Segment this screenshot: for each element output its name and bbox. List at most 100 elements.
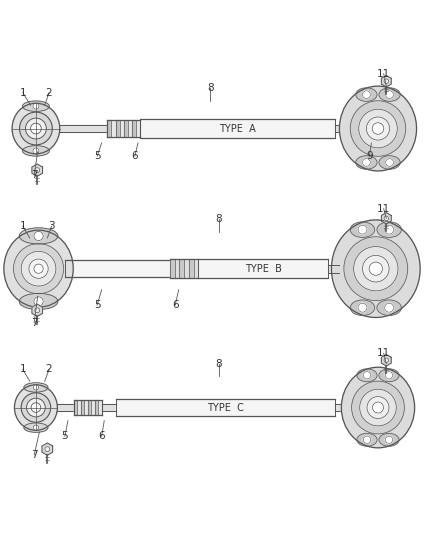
Ellipse shape — [24, 383, 48, 392]
Text: 7: 7 — [31, 318, 38, 328]
Ellipse shape — [379, 156, 400, 169]
Circle shape — [33, 148, 39, 154]
FancyBboxPatch shape — [95, 400, 99, 415]
FancyBboxPatch shape — [128, 120, 132, 137]
Ellipse shape — [377, 222, 401, 237]
Ellipse shape — [19, 293, 58, 310]
FancyBboxPatch shape — [184, 260, 189, 278]
Ellipse shape — [22, 101, 49, 111]
FancyBboxPatch shape — [102, 404, 116, 411]
Text: 11: 11 — [377, 69, 390, 79]
Circle shape — [367, 117, 389, 140]
Circle shape — [372, 402, 384, 413]
Ellipse shape — [339, 86, 417, 171]
Circle shape — [34, 297, 43, 306]
FancyBboxPatch shape — [180, 260, 184, 278]
Text: 2: 2 — [46, 365, 53, 374]
FancyBboxPatch shape — [120, 120, 124, 137]
FancyBboxPatch shape — [175, 260, 180, 278]
Circle shape — [21, 252, 56, 286]
Text: TYPE  B: TYPE B — [244, 264, 282, 273]
Circle shape — [367, 397, 389, 418]
Ellipse shape — [379, 369, 399, 382]
Text: 6: 6 — [98, 431, 105, 441]
Circle shape — [35, 168, 40, 173]
Circle shape — [385, 303, 393, 312]
Circle shape — [385, 225, 393, 234]
Polygon shape — [32, 164, 42, 176]
Text: 11: 11 — [377, 204, 390, 214]
Ellipse shape — [357, 369, 377, 382]
Circle shape — [363, 159, 370, 166]
Circle shape — [385, 436, 392, 443]
Text: 1: 1 — [19, 87, 26, 98]
Circle shape — [360, 389, 396, 426]
FancyBboxPatch shape — [57, 404, 74, 411]
FancyBboxPatch shape — [88, 400, 92, 415]
FancyBboxPatch shape — [111, 120, 116, 137]
FancyBboxPatch shape — [124, 120, 128, 137]
Text: 1: 1 — [19, 365, 26, 374]
Circle shape — [369, 262, 382, 276]
Ellipse shape — [379, 88, 400, 101]
Circle shape — [364, 436, 371, 443]
FancyBboxPatch shape — [92, 400, 95, 415]
Circle shape — [363, 91, 370, 99]
Circle shape — [384, 358, 389, 362]
Text: 9: 9 — [366, 151, 373, 161]
Polygon shape — [32, 304, 42, 317]
FancyBboxPatch shape — [328, 265, 339, 273]
FancyBboxPatch shape — [116, 399, 335, 416]
Text: 5: 5 — [94, 300, 101, 310]
Ellipse shape — [332, 220, 420, 318]
Circle shape — [363, 255, 389, 282]
Text: 8: 8 — [215, 359, 223, 369]
Ellipse shape — [24, 423, 48, 432]
Circle shape — [384, 216, 389, 221]
FancyBboxPatch shape — [59, 125, 107, 132]
Circle shape — [358, 225, 367, 234]
Ellipse shape — [14, 385, 57, 430]
FancyBboxPatch shape — [194, 260, 198, 278]
Ellipse shape — [356, 88, 377, 101]
Ellipse shape — [356, 156, 377, 169]
Circle shape — [27, 398, 45, 417]
FancyBboxPatch shape — [116, 120, 120, 137]
Ellipse shape — [350, 300, 374, 316]
Circle shape — [21, 393, 51, 422]
Circle shape — [385, 372, 392, 379]
Circle shape — [31, 403, 41, 413]
Polygon shape — [42, 443, 53, 455]
Text: 1: 1 — [19, 221, 26, 231]
FancyBboxPatch shape — [132, 120, 136, 137]
Text: TYPE  C: TYPE C — [207, 402, 244, 413]
Circle shape — [31, 123, 41, 134]
Circle shape — [384, 79, 389, 84]
Text: 3: 3 — [48, 221, 55, 231]
Circle shape — [34, 231, 43, 240]
Circle shape — [350, 101, 406, 156]
Ellipse shape — [22, 146, 49, 156]
FancyBboxPatch shape — [170, 260, 175, 278]
Circle shape — [358, 303, 367, 312]
FancyBboxPatch shape — [189, 260, 194, 278]
Text: 8: 8 — [215, 214, 223, 224]
Text: 5: 5 — [61, 431, 68, 441]
Polygon shape — [381, 354, 391, 366]
Ellipse shape — [4, 230, 73, 307]
FancyBboxPatch shape — [335, 403, 350, 411]
Circle shape — [372, 123, 384, 134]
Circle shape — [20, 112, 52, 145]
Text: 6: 6 — [172, 300, 179, 310]
Circle shape — [14, 244, 64, 294]
Circle shape — [45, 447, 50, 451]
FancyBboxPatch shape — [140, 119, 335, 138]
FancyBboxPatch shape — [81, 400, 84, 415]
FancyBboxPatch shape — [99, 400, 102, 415]
Text: 7: 7 — [31, 171, 38, 180]
Circle shape — [386, 159, 393, 166]
Circle shape — [33, 385, 39, 390]
FancyBboxPatch shape — [74, 400, 77, 415]
Ellipse shape — [12, 103, 60, 154]
FancyBboxPatch shape — [198, 259, 328, 278]
